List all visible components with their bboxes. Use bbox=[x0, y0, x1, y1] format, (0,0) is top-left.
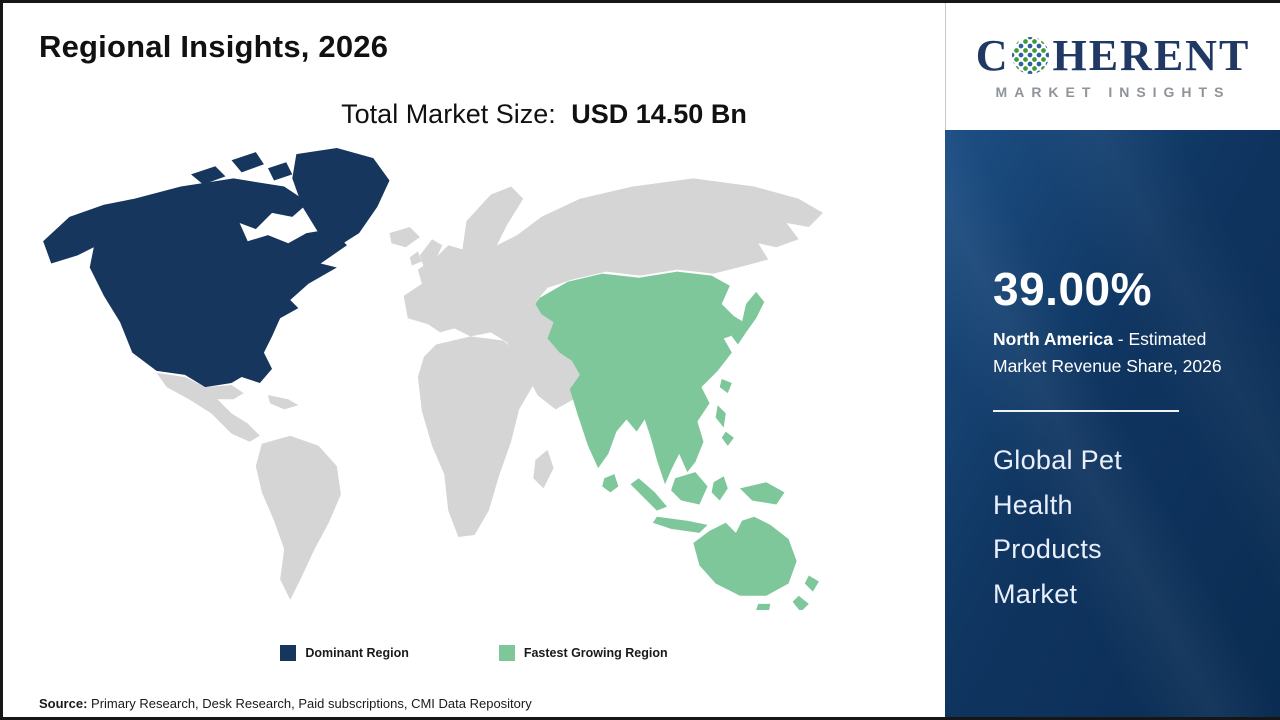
source-line: Source: Primary Research, Desk Research,… bbox=[39, 696, 532, 711]
revenue-share-text: - Estimated Market Revenue Share, 2026 bbox=[993, 329, 1222, 377]
sidebar-divider bbox=[993, 410, 1179, 413]
logo-tagline: MARKET INSIGHTS bbox=[995, 83, 1231, 100]
region-madagascar bbox=[533, 449, 554, 489]
region-sri-lanka bbox=[602, 474, 619, 493]
dominant-region-swatch bbox=[280, 645, 297, 661]
revenue-share-description: North America - Estimated Market Revenue… bbox=[993, 326, 1255, 380]
region-tasmania bbox=[756, 603, 771, 610]
market-size-label: Total Market Size: bbox=[341, 99, 556, 129]
logo-letters-herent: HERENT bbox=[1052, 30, 1251, 80]
region-africa bbox=[417, 336, 550, 537]
region-new-zealand bbox=[792, 575, 819, 610]
region-iceland bbox=[389, 227, 420, 248]
world-map-svg bbox=[43, 148, 823, 610]
logo-letter-c: C bbox=[975, 30, 1010, 80]
region-sulawesi bbox=[711, 476, 728, 501]
dominant-region-label: Dominant Region bbox=[305, 646, 409, 660]
region-ireland bbox=[409, 251, 422, 266]
region-japan bbox=[731, 291, 765, 345]
dotted-globe-icon bbox=[1012, 37, 1050, 74]
fastest-region-label: Fastest Growing Region bbox=[523, 646, 668, 660]
legend-item-fastest: Fastest Growing Region bbox=[498, 645, 668, 661]
region-borneo bbox=[671, 472, 708, 505]
region-caribbean bbox=[267, 395, 299, 410]
fastest-region-swatch bbox=[498, 645, 515, 661]
highlight-sidebar: 39.00% North America - Estimated Market … bbox=[945, 130, 1280, 717]
market-name: Global Pet Health Products Market bbox=[993, 445, 1123, 609]
legend-item-dominant: Dominant Region bbox=[280, 645, 409, 661]
map-legend: Dominant Region Fastest Growing Region bbox=[3, 645, 945, 661]
region-philippines bbox=[715, 405, 734, 446]
region-mexico-central-america bbox=[156, 372, 260, 442]
region-uk bbox=[419, 239, 443, 268]
brand-logo: C HERENT MARKET INSIGHTS bbox=[945, 3, 1280, 130]
world-map bbox=[33, 144, 823, 610]
page-title: Regional Insights, 2026 bbox=[39, 29, 389, 64]
region-java bbox=[652, 516, 708, 533]
region-sumatra bbox=[630, 478, 668, 511]
region-new-guinea bbox=[739, 482, 785, 505]
infographic-panel: Regional Insights, 2026 Total Market Siz… bbox=[3, 3, 945, 717]
region-arctic-islands bbox=[191, 152, 293, 185]
revenue-share-value: 39.00% bbox=[993, 263, 1153, 315]
revenue-share-region: North America bbox=[993, 329, 1113, 349]
region-taiwan bbox=[719, 378, 732, 394]
region-north-america bbox=[43, 178, 347, 388]
total-market-size: Total Market Size: USD 14.50 Bn bbox=[3, 99, 945, 130]
region-asia-mainland bbox=[535, 271, 744, 485]
source-label: Source: bbox=[39, 696, 88, 711]
source-text: Primary Research, Desk Research, Paid su… bbox=[87, 696, 532, 711]
logo-wordmark: C HERENT bbox=[975, 30, 1251, 80]
region-australia bbox=[693, 516, 797, 596]
region-greenland bbox=[292, 148, 390, 248]
region-europe-russia-middle-east bbox=[403, 178, 823, 410]
market-size-value: USD 14.50 Bn bbox=[571, 99, 747, 129]
right-column: C HERENT MARKET INSIGHTS 39.00% North Am… bbox=[945, 3, 1280, 717]
region-south-america bbox=[255, 435, 341, 600]
